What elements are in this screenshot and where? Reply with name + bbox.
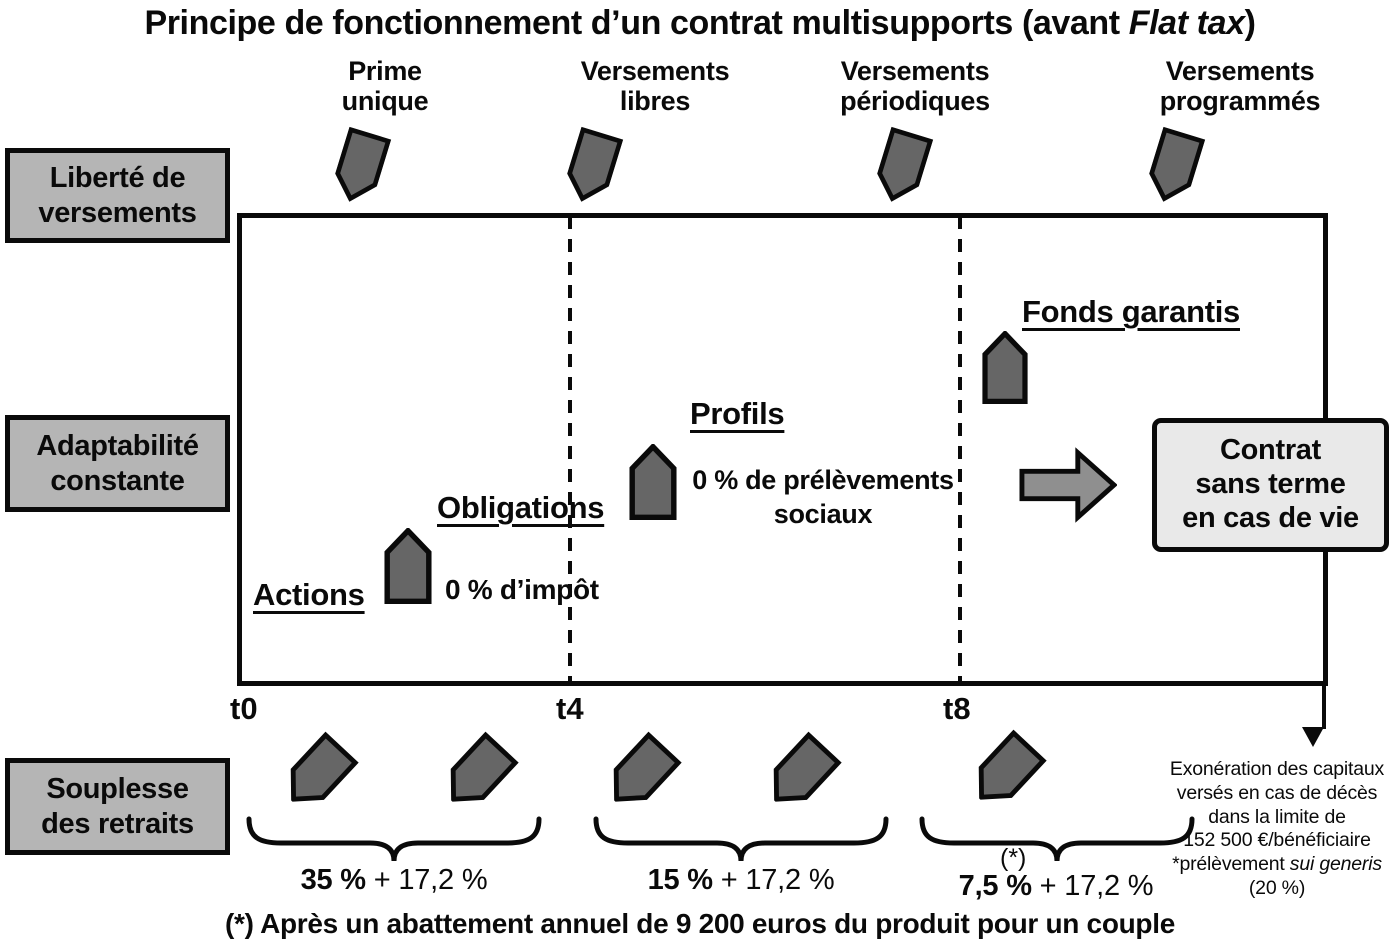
asset-label-obligations: Obligations <box>437 490 605 525</box>
death-benefit-line: Exonération des capitaux <box>1169 758 1385 780</box>
payment-arrow-icon <box>328 122 392 212</box>
column-header-versements-periodiques: Versements périodiques <box>840 56 990 117</box>
death-benefit-line: (20 %) <box>1248 876 1306 899</box>
payment-arrow-icon <box>1142 122 1206 212</box>
withdrawal-rate-after-8-years: 7,5 % + 17,2 % <box>906 870 1206 903</box>
tick-t4: t4 <box>556 691 584 726</box>
timeline-drop-line <box>1322 683 1326 729</box>
withdrawal-arrow-icon <box>275 731 359 816</box>
growth-arrow-icon <box>383 528 433 604</box>
underbrace <box>918 815 1196 865</box>
side-label-adaptabilite-constante: Adaptabilité constante <box>5 415 230 512</box>
growth-arrow-icon <box>628 444 678 520</box>
death-benefit-line: *prélèvement sui generis <box>1152 853 1400 877</box>
side-label-liberte-versements: Liberté de versements <box>5 148 230 243</box>
rate-rest: + 17,2 % <box>373 864 488 896</box>
footnote-marker: (*) <box>1000 844 1027 872</box>
rate-bold: 35 % <box>300 864 367 896</box>
rate-bold: 7,5 % <box>958 870 1032 902</box>
contract-box: Contrat sans terme en cas de vie <box>1152 418 1389 552</box>
rate-bold: 15 % <box>647 864 714 896</box>
rate-rest: + 17,2 % <box>720 864 835 896</box>
death-benefit-note: Exonération des capitaux versés en cas d… <box>1152 758 1400 901</box>
page-title: Principe de fonctionnement d’un contrat … <box>0 4 1400 43</box>
withdrawal-arrow-icon <box>963 729 1047 814</box>
growth-arrow-icon <box>980 331 1030 404</box>
withdrawal-arrow-icon <box>758 731 842 816</box>
column-header-versements-libres: Versements libres <box>580 56 730 117</box>
dashed-divider-t8 <box>958 216 962 683</box>
death-benefit-line: dans la limite de <box>1208 805 1346 828</box>
asset-label-actions: Actions <box>253 577 365 612</box>
tax-note-prelevements: 0 % de prélèvements sociaux <box>692 465 954 529</box>
column-header-versements-programmes: Versements programmés <box>1159 56 1321 117</box>
rate-rest: + 17,2 % <box>1039 870 1154 902</box>
tax-note-impot: 0 % d’impôt <box>445 574 599 605</box>
side-label-souplesse-retraits: Souplesse des retraits <box>5 758 230 855</box>
asset-label-fonds-garantis: Fonds garantis <box>1022 294 1240 329</box>
underbrace <box>245 815 543 865</box>
tick-t8: t8 <box>943 691 971 726</box>
death-benefit-line-prefix: *prélèvement <box>1172 853 1290 876</box>
underbrace <box>592 815 890 865</box>
tick-t0: t0 <box>230 691 258 726</box>
death-benefit-line: 152 500 €/bénéficiaire <box>1183 829 1371 852</box>
page-title-text: Principe de fonctionnement d’un contrat … <box>144 4 1129 42</box>
page-title-italic: Flat tax <box>1128 4 1245 42</box>
asset-label-profils: Profils <box>690 396 785 431</box>
withdrawal-arrow-icon <box>435 731 519 816</box>
column-header-prime-unique: Prime unique <box>341 56 429 117</box>
payment-arrow-icon <box>870 122 934 212</box>
dashed-divider-t4 <box>568 216 572 683</box>
footnote: (*) Après un abattement annuel de 9 200 … <box>225 908 1175 939</box>
withdrawal-arrow-icon <box>598 731 682 816</box>
withdrawal-rate-0-8-years: 35 % + 17,2 % <box>244 864 544 897</box>
payment-arrow-icon <box>560 122 624 212</box>
death-benefit-line: versés en cas de décès <box>1176 781 1378 804</box>
death-benefit-line-italic: sui generis <box>1289 853 1382 876</box>
down-arrowhead-icon <box>1302 727 1324 747</box>
right-block-arrow-icon <box>1019 444 1117 526</box>
withdrawal-rate-4-8-years: 15 % + 17,2 % <box>591 864 891 897</box>
page-title-suffix: ) <box>1244 4 1256 42</box>
